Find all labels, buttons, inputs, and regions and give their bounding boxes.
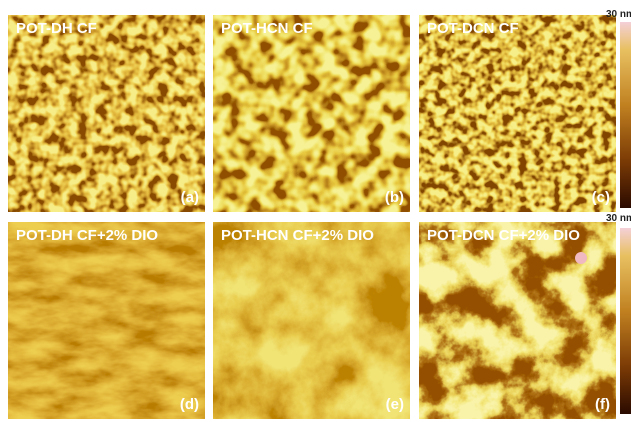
colorbar-label: 30 nm (606, 213, 631, 224)
afm-image (213, 222, 410, 419)
afm-panel: POT-DH CF+2% DIO (d) (8, 222, 205, 419)
afm-panel: POT-DCN CF+2% DIO (f) (419, 222, 616, 419)
afm-texture (419, 15, 616, 212)
colorbar (620, 228, 631, 414)
panel-tag: (f) (595, 396, 610, 413)
colorbar-label: 30 nm (606, 9, 631, 20)
bright-spot (575, 252, 587, 264)
panel-tag: (b) (385, 189, 404, 206)
panel-title: POT-DCN CF (427, 20, 519, 37)
afm-texture (8, 15, 205, 212)
afm-panel: POT-DCN CF (c) (419, 15, 616, 212)
afm-texture (8, 222, 205, 419)
panel-title: POT-DCN CF+2% DIO (427, 227, 580, 244)
afm-panel: POT-HCN CF (b) (213, 15, 410, 212)
panel-title: POT-DH CF+2% DIO (16, 227, 158, 244)
panel-tag: (d) (180, 396, 199, 413)
afm-panel: POT-HCN CF+2% DIO (e) (213, 222, 410, 419)
afm-image (213, 15, 410, 212)
afm-panel: POT-DH CF (a) (8, 15, 205, 212)
colorbar (620, 22, 631, 208)
afm-image (8, 15, 205, 212)
panel-tag: (e) (386, 396, 404, 413)
afm-texture (419, 222, 616, 419)
panel-title: POT-DH CF (16, 20, 97, 37)
afm-image (8, 222, 205, 419)
panel-title: POT-HCN CF (221, 20, 313, 37)
afm-texture (213, 222, 410, 419)
panel-title: POT-HCN CF+2% DIO (221, 227, 374, 244)
afm-image (419, 222, 616, 419)
afm-image (419, 15, 616, 212)
panel-tag: (c) (592, 189, 610, 206)
page: POT-DH CF (a) POT-HCN CF (b) POT-DCN CF (c)… (0, 0, 631, 422)
afm-texture (213, 15, 410, 212)
panel-tag: (a) (181, 189, 199, 206)
